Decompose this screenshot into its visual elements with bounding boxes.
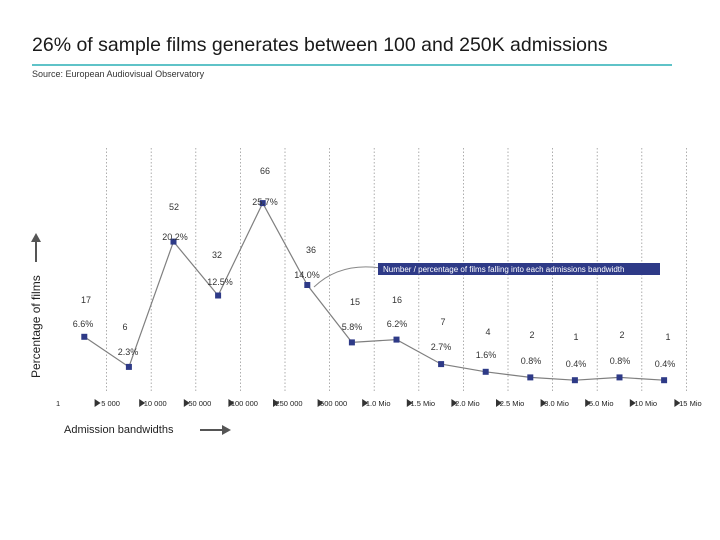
percent-label: 0.8% — [610, 356, 631, 366]
x-tick-labels: 1 5 000 10 000 50 000 100 000 250 000 500 000 1… — [56, 399, 702, 408]
count-label: 52 — [169, 202, 179, 212]
title-underline — [32, 64, 672, 66]
x-tick-arrow — [94, 399, 101, 407]
x-tick-label: 3.0 Mio — [544, 399, 569, 408]
x-tick-arrow — [317, 399, 324, 407]
data-point — [393, 336, 400, 343]
data-point — [259, 200, 266, 207]
percent-label: 14.0% — [294, 270, 320, 280]
percent-label: 1.6% — [476, 350, 497, 360]
x-tick-arrow — [496, 399, 502, 407]
x-tick-arrow — [451, 399, 458, 407]
count-label: 17 — [81, 295, 91, 305]
data-point — [170, 238, 177, 245]
data-point — [215, 292, 222, 299]
data-point — [527, 374, 534, 381]
percent-label: 25.7% — [252, 197, 278, 207]
count-label: 4 — [485, 327, 490, 337]
percent-label: 2.3% — [118, 347, 139, 357]
data-markers — [81, 200, 668, 384]
percent-label: 2.7% — [431, 342, 452, 352]
count-label: 1 — [573, 332, 578, 342]
percent-label: 6.6% — [73, 319, 94, 329]
count-label: 16 — [392, 295, 402, 305]
count-label: 6 — [122, 322, 127, 332]
x-tick-label: 2.0 Mio — [455, 399, 480, 408]
x-tick-arrow — [273, 399, 279, 407]
count-label: 2 — [619, 330, 624, 340]
count-label: 7 — [440, 317, 445, 327]
count-label: 2 — [529, 330, 534, 340]
data-point — [661, 377, 668, 384]
x-tick-label: 500 000 — [320, 399, 347, 408]
data-point — [571, 377, 578, 384]
percent-label: 20.2% — [162, 232, 188, 242]
count-label: 66 — [260, 166, 270, 176]
callout-text: Number / percentage of films falling int… — [383, 265, 624, 274]
y-axis-arrowhead — [31, 233, 41, 242]
callout-pointer — [313, 266, 382, 288]
percent-labels: 6.6% 2.3% 20.2% 12.5% 25.7% 14.0% 5.8% 6.2% 2.7%… — [73, 197, 676, 369]
percent-label: 0.4% — [566, 359, 587, 369]
x-tick-label: 2.5 Mio — [500, 399, 525, 408]
x-tick-label: 1.5 Mio — [410, 399, 435, 408]
x-tick-arrow — [183, 399, 190, 407]
count-label: 36 — [306, 245, 316, 255]
percent-label: 6.2% — [387, 319, 408, 329]
count-label: 15 — [350, 297, 360, 307]
y-axis-label: Percentage of films — [29, 275, 43, 378]
x-tick-label: 5.0 Mio — [589, 399, 614, 408]
x-tick-label: 1.0 Mio — [366, 399, 391, 408]
chart-title: 26% of sample films generates between 10… — [32, 34, 608, 56]
x-tick-label: 10 000 — [144, 399, 167, 408]
x-tick-arrow — [585, 399, 592, 407]
percent-label: 0.8% — [521, 356, 542, 366]
x-tick-arrow — [674, 399, 681, 407]
x-axis-arrowhead — [222, 425, 231, 435]
x-tick-label: 100 000 — [231, 399, 258, 408]
count-labels: 17 6 52 32 66 36 15 16 7 4 2 1 2 1 — [81, 166, 671, 342]
source-note: Source: European Audiovisual Observatory — [32, 69, 205, 79]
x-tick-label: 50 000 — [188, 399, 211, 408]
percent-label: 0.4% — [655, 359, 676, 369]
x-tick-label: 15 Mio — [679, 399, 702, 408]
x-tick-arrow — [139, 399, 146, 407]
percent-label: 5.8% — [342, 322, 363, 332]
data-point — [482, 368, 489, 375]
x-tick-label: 5 000 — [101, 399, 120, 408]
data-point — [125, 363, 132, 370]
series-line — [83, 201, 665, 381]
data-point — [348, 339, 355, 346]
x-tick-arrow — [228, 399, 235, 407]
data-point — [304, 282, 311, 288]
percent-label: 12.5% — [207, 277, 233, 287]
x-tick-arrow — [540, 399, 547, 407]
x-tick-label: 1 — [56, 399, 60, 408]
data-point — [616, 374, 623, 381]
data-point — [438, 361, 445, 368]
count-label: 32 — [212, 250, 222, 260]
x-tick-label: 250 000 — [275, 399, 302, 408]
x-tick-arrow — [406, 399, 413, 407]
count-label: 1 — [665, 332, 670, 342]
x-axis-label: Admission bandwidths — [64, 424, 174, 436]
callout-box — [378, 263, 660, 275]
x-tick-arrow — [362, 399, 369, 407]
x-tick-arrow — [629, 399, 636, 407]
x-tick-label: 10 Mio — [635, 399, 658, 408]
data-point — [81, 333, 88, 340]
